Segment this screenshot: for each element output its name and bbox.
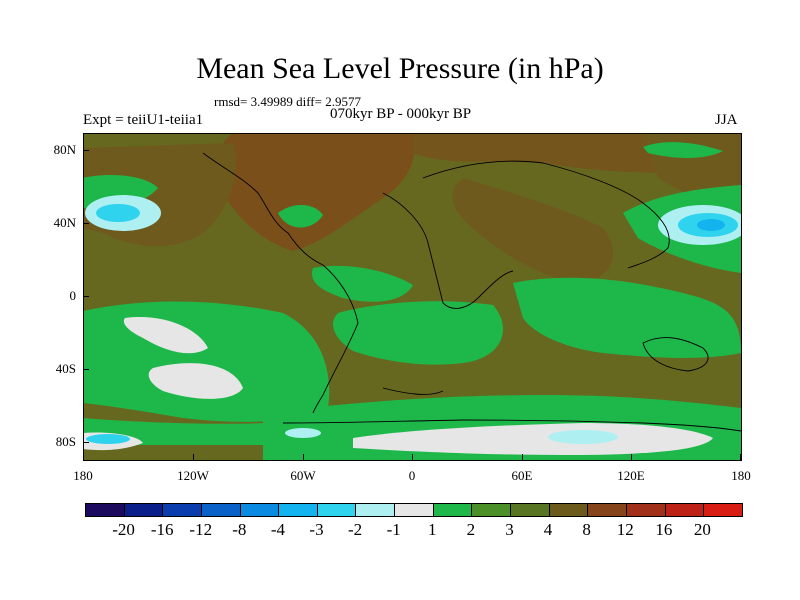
experiment-label: Expt = teiiU1-teiia1 (83, 112, 204, 128)
y-tick-label: 40N (53, 215, 76, 230)
colorbar-label: 3 (505, 520, 514, 539)
colorbar-label: 4 (543, 520, 553, 539)
equatorial-atlantic-green (312, 265, 413, 302)
x-tick-label: 0 (408, 468, 416, 483)
colorbar-label: -16 (150, 520, 174, 539)
colorbar-label: 1 (428, 520, 437, 539)
colorbar-swatch (704, 504, 742, 516)
x-tick-label: 180 (73, 468, 93, 483)
coastlines (202, 152, 741, 432)
colorbar-swatch (626, 504, 666, 516)
colorbar-label: -1 (386, 520, 401, 539)
pressure-map (83, 133, 741, 460)
x-tick-label: 120W (177, 468, 209, 483)
arctic-green (643, 142, 723, 158)
antarctic-low-west-2 (285, 428, 321, 438)
x-tick-label: 180 (731, 468, 751, 483)
y-tick-label: 80N (53, 142, 76, 157)
x-tick-mark (522, 454, 523, 460)
colorbar-label: -3 (309, 520, 324, 539)
colorbar-swatch (163, 504, 202, 516)
stats-text: rmsd= 3.49989 diff= 2.9577 (214, 94, 361, 109)
period-label: 070kyr BP - 000kyr BP (330, 106, 472, 122)
antarctic-grey (353, 423, 713, 455)
south-pacific-low-grey (123, 317, 208, 354)
colorbar-swatch (240, 504, 280, 516)
southern-ocean-green (263, 395, 741, 433)
antarctic-low-east (548, 430, 618, 444)
colorbar-swatch (511, 504, 550, 516)
y-tick-label: 0 (69, 288, 77, 303)
south-pacific-low-grey-2 (148, 363, 243, 399)
south-pacific-green (83, 301, 330, 422)
colorbar-label: -4 (270, 520, 286, 539)
y-tick-mark (83, 223, 89, 224)
season-label: JJA (715, 112, 738, 128)
colorbar-label: -8 (232, 520, 247, 539)
x-tick-label: 60W (290, 468, 316, 483)
colorbar-label: 8 (582, 520, 591, 539)
colorbar-swatch (433, 504, 473, 516)
colorbar-swatch (124, 504, 164, 516)
x-tick-label: 60E (511, 468, 533, 483)
y-tick-mark (83, 150, 89, 151)
antarctic-low-west (86, 434, 130, 444)
colorbar-swatch (201, 504, 241, 516)
north-pacific-low-east-core (697, 219, 725, 231)
x-tick-mark (631, 454, 632, 460)
y-tick-mark (83, 442, 89, 443)
y-tick-mark (83, 369, 89, 370)
y-tick-label: 40S (55, 361, 76, 376)
colorbar-swatch (279, 504, 318, 516)
plot-title: Mean Sea Level Pressure (in hPa) (196, 52, 604, 85)
colorbar-swatch (588, 504, 627, 516)
x-tick-mark (303, 454, 304, 460)
colorbar-label: -2 (348, 520, 363, 539)
colorbar (85, 503, 743, 517)
x-tick-mark (193, 454, 194, 460)
indian-ocean-green (513, 277, 741, 358)
colorbar-swatch (472, 504, 512, 516)
colorbar-label: -12 (189, 520, 213, 539)
eurasia-high (452, 178, 613, 283)
y-tick-mark (83, 296, 89, 297)
x-tick-mark (412, 454, 413, 460)
colorbar-swatch (86, 504, 125, 516)
south-atlantic-green (333, 301, 503, 365)
colorbar-swatch (549, 504, 589, 516)
x-tick-label: 120E (617, 468, 645, 483)
colorbar-label: 12 (616, 520, 634, 539)
y-tick-label: 80S (55, 434, 76, 449)
colorbar-label: 20 (693, 520, 711, 539)
colorbar-swatch (395, 504, 434, 516)
colorbar-label: -20 (112, 520, 135, 539)
colorbar-swatch (317, 504, 357, 516)
north-america-high (214, 133, 415, 251)
colorbar-swatch (665, 504, 705, 516)
colorbar-swatch (356, 504, 396, 516)
north-atlantic-green (278, 204, 323, 228)
x-tick-mark (740, 454, 741, 460)
north-pacific-low-west-core (96, 204, 140, 222)
colorbar-label: 16 (655, 520, 673, 539)
x-tick-mark (83, 454, 84, 460)
colorbar-label: 2 (466, 520, 476, 539)
